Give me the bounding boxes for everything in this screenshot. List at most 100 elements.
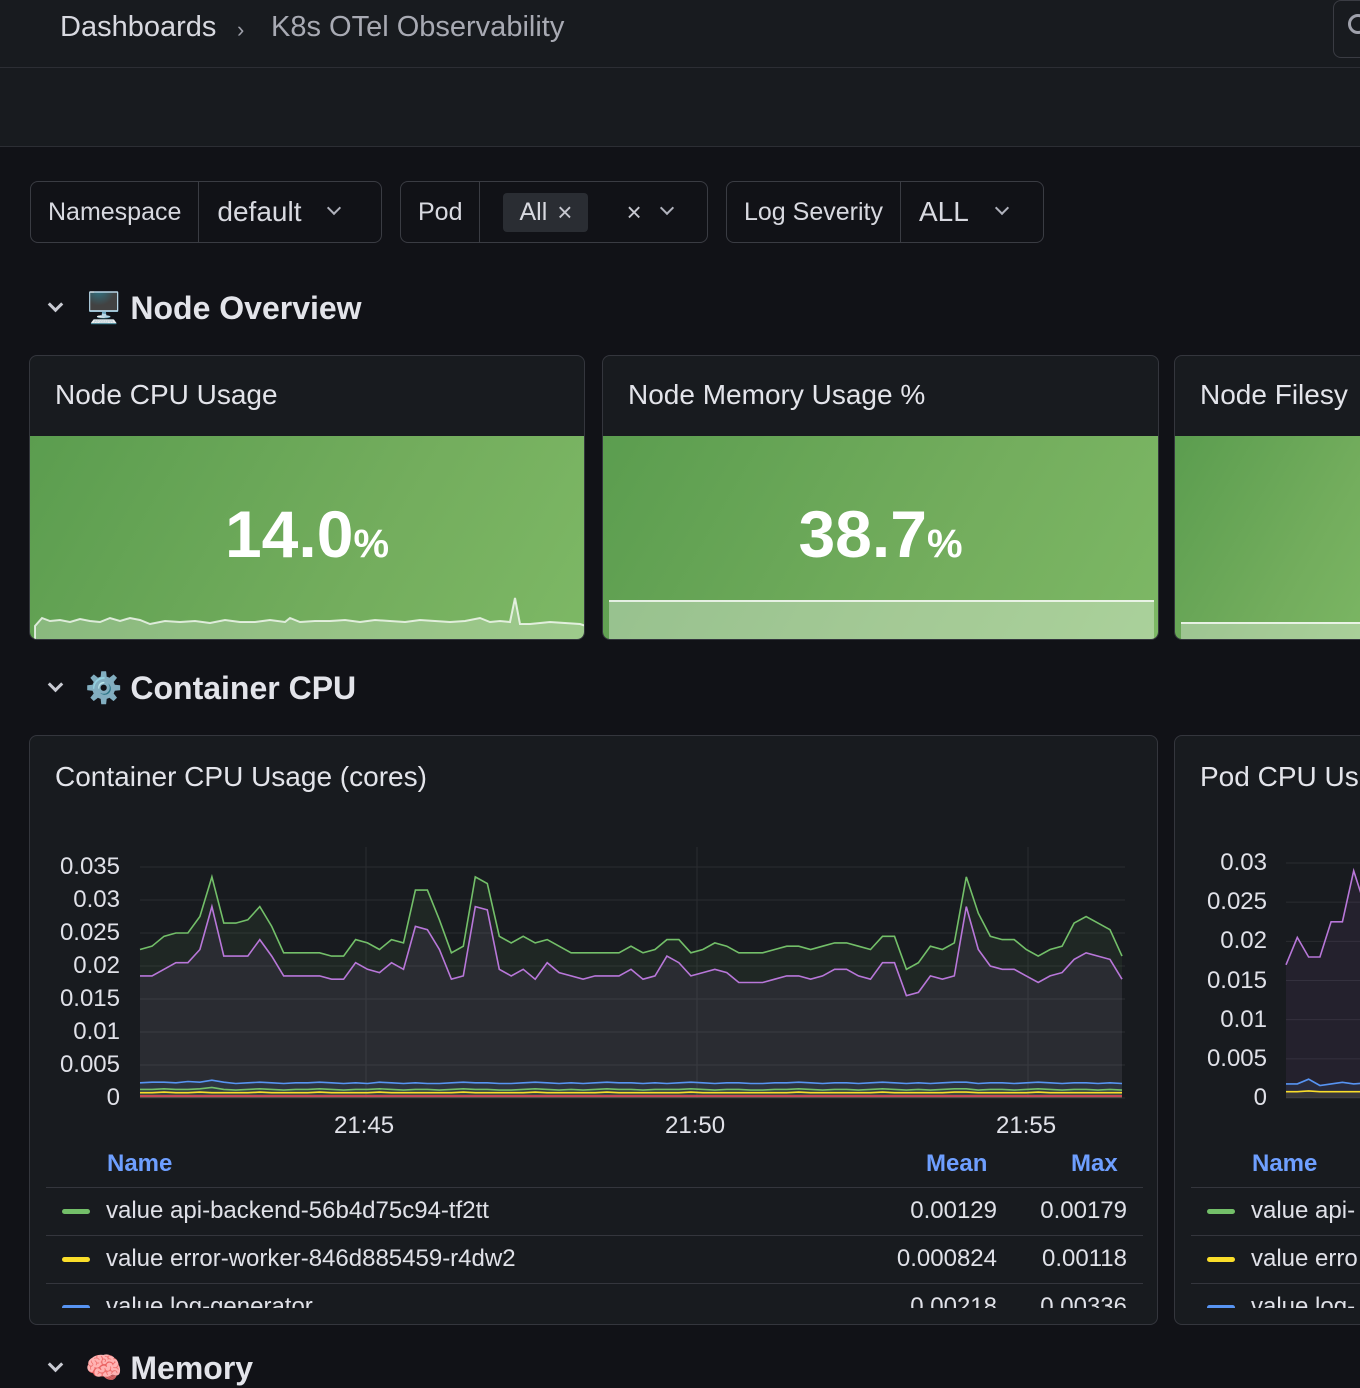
- series-area: [1286, 1090, 1360, 1098]
- row-memory[interactable]: 🧠 Memory: [46, 1348, 253, 1388]
- y-tick-label: 0.035: [59, 853, 120, 880]
- chevron-down-icon: [327, 200, 342, 216]
- pod-value: All: [519, 197, 548, 226]
- series-area: [1286, 870, 1360, 1098]
- pod-cpu-panel[interactable]: Pod CPU Us 0.03 0.025 0.02 0.015 0.01 0.005 0 …: [1174, 735, 1360, 1325]
- log-severity-value: ALL: [918, 196, 969, 227]
- top-bar: Dashboards › K8s OTel Observability: [0, 0, 1360, 68]
- panel-title: Node Memory Usage %: [628, 379, 926, 410]
- y-tick-label: 0.025: [59, 919, 120, 946]
- namespace-variable: Namespace default: [30, 181, 382, 243]
- chevron-down-icon: [659, 200, 674, 216]
- series-line: [139, 873, 1123, 971]
- pod-tag: All ×: [503, 192, 589, 232]
- breadcrumb-current: K8s OTel Observability: [271, 11, 565, 43]
- panel-title: Node CPU Usage: [55, 379, 278, 410]
- stat-value: 38.7%: [603, 496, 1158, 572]
- panel-title: Pod CPU Us: [1200, 761, 1359, 792]
- container-cpu-panel[interactable]: Container CPU Usage (cores) 0.035 0.03 0.0…: [29, 735, 1158, 1325]
- series-mean: 0.00218: [910, 1293, 997, 1308]
- series-max: 0.00118: [1042, 1245, 1127, 1272]
- legend-name-header[interactable]: Name: [107, 1150, 173, 1177]
- panel-title: Node Filesy: [1200, 379, 1348, 410]
- y-tick-label: 0: [1253, 1084, 1267, 1111]
- pod-select[interactable]: All × ×: [480, 182, 674, 242]
- y-tick-label: 0.015: [1206, 966, 1267, 994]
- legend-row[interactable]: value error-worker-846d885459-r4dw2 0.00…: [46, 1235, 1143, 1283]
- series-line: [1286, 1090, 1360, 1093]
- filesystem-sparkline: [1181, 622, 1360, 639]
- row-container-cpu[interactable]: ⚙️ Container CPU: [46, 668, 356, 708]
- pod-label: Pod: [401, 182, 481, 242]
- legend-max-header[interactable]: Max: [1071, 1150, 1118, 1177]
- monitor-icon: 🖥️: [85, 291, 123, 325]
- pod-cpu-timeseries-chart: [1285, 862, 1360, 1099]
- stat-value: 14.0%: [30, 496, 584, 572]
- stat-background: [30, 436, 584, 639]
- y-tick-label: 0.03: [73, 886, 120, 913]
- search-icon: [1348, 14, 1360, 34]
- collapse-chevron-icon: [47, 1356, 64, 1372]
- legend-name-header[interactable]: Name: [1252, 1150, 1318, 1177]
- y-tick-label: 0.03: [1220, 849, 1267, 876]
- series-name: value log-generator: [106, 1293, 313, 1308]
- node-cpu-panel[interactable]: Node CPU Usage 14.0%: [29, 355, 585, 640]
- y-tick-label: 0.02: [73, 952, 120, 979]
- log-severity-variable: Log Severity ALL: [726, 181, 1044, 243]
- y-tick-label: 0.01: [1220, 1005, 1267, 1033]
- legend-mean-header[interactable]: Mean: [926, 1150, 988, 1177]
- stat-unit: %: [353, 522, 390, 566]
- y-tick-label: 0: [106, 1084, 120, 1111]
- series-name: value api-: [1251, 1197, 1356, 1224]
- stat-background: [603, 436, 1158, 639]
- log-severity-select[interactable]: ALL: [901, 182, 1025, 242]
- stat-unit: %: [926, 522, 963, 566]
- namespace-value: default: [217, 196, 302, 227]
- series-color-swatch: [1207, 1305, 1235, 1308]
- memory-sparkline: [609, 600, 1154, 639]
- series-name: value error-worker-846d885459-r4dw2: [106, 1245, 516, 1272]
- node-memory-panel[interactable]: Node Memory Usage % 38.7%: [602, 355, 1159, 640]
- cpu-sparkline: [34, 597, 584, 639]
- row-title: Memory: [130, 1349, 254, 1386]
- stat-number: 14.0: [224, 497, 354, 571]
- search-button[interactable]: [1333, 0, 1360, 58]
- series-name: value log-: [1251, 1293, 1356, 1308]
- y-tick-label: 0.02: [1220, 927, 1267, 955]
- breadcrumb-dashboards[interactable]: Dashboards: [60, 11, 217, 43]
- series-line: [139, 1079, 1123, 1085]
- log-severity-label: Log Severity: [727, 182, 901, 242]
- legend-table: value api-backend-56b4d75c94-tf2tt 0.001…: [30, 1187, 1157, 1308]
- stat-number: 38.7: [798, 497, 927, 571]
- legend-row[interactable]: value erro: [1191, 1235, 1360, 1283]
- series-area: [140, 906, 1122, 1098]
- y-tick-label: 0.025: [1206, 888, 1267, 916]
- series-line: [140, 1086, 1123, 1091]
- series-color-swatch: [62, 1257, 90, 1262]
- legend-row[interactable]: value api-backend-56b4d75c94-tf2tt 0.001…: [46, 1187, 1143, 1235]
- series-max: 0.00179: [1040, 1197, 1127, 1224]
- series-line: [140, 1091, 1122, 1094]
- legend-row[interactable]: value api-: [1191, 1187, 1360, 1235]
- series-name: value api-backend-56b4d75c94-tf2tt: [106, 1197, 489, 1224]
- breadcrumb-separator: ›: [237, 17, 245, 42]
- remove-tag-icon[interactable]: ×: [557, 196, 573, 227]
- gear-icon: ⚙️: [85, 671, 123, 705]
- clear-icon[interactable]: ×: [626, 196, 642, 227]
- pod-variable: Pod All × ×: [400, 181, 708, 243]
- collapse-chevron-icon: [47, 676, 64, 692]
- namespace-select[interactable]: default: [199, 182, 357, 242]
- row-node-overview[interactable]: 🖥️ Node Overview: [46, 288, 362, 328]
- legend-row[interactable]: value log-: [1191, 1283, 1360, 1308]
- brain-icon: 🧠: [85, 1351, 123, 1385]
- stat-background: [1175, 436, 1360, 639]
- y-tick-label: 0.01: [73, 1018, 120, 1045]
- node-filesystem-panel[interactable]: Node Filesy: [1174, 355, 1360, 640]
- series-line: [1286, 1078, 1360, 1087]
- series-area: [140, 876, 1122, 1098]
- legend-row[interactable]: value log-generator 0.00218 0.00336: [46, 1283, 1143, 1308]
- cpu-timeseries-chart: [139, 847, 1125, 1099]
- collapse-chevron-icon: [47, 296, 64, 312]
- series-mean: 0.00129: [910, 1197, 997, 1224]
- series-color-swatch: [1207, 1209, 1235, 1214]
